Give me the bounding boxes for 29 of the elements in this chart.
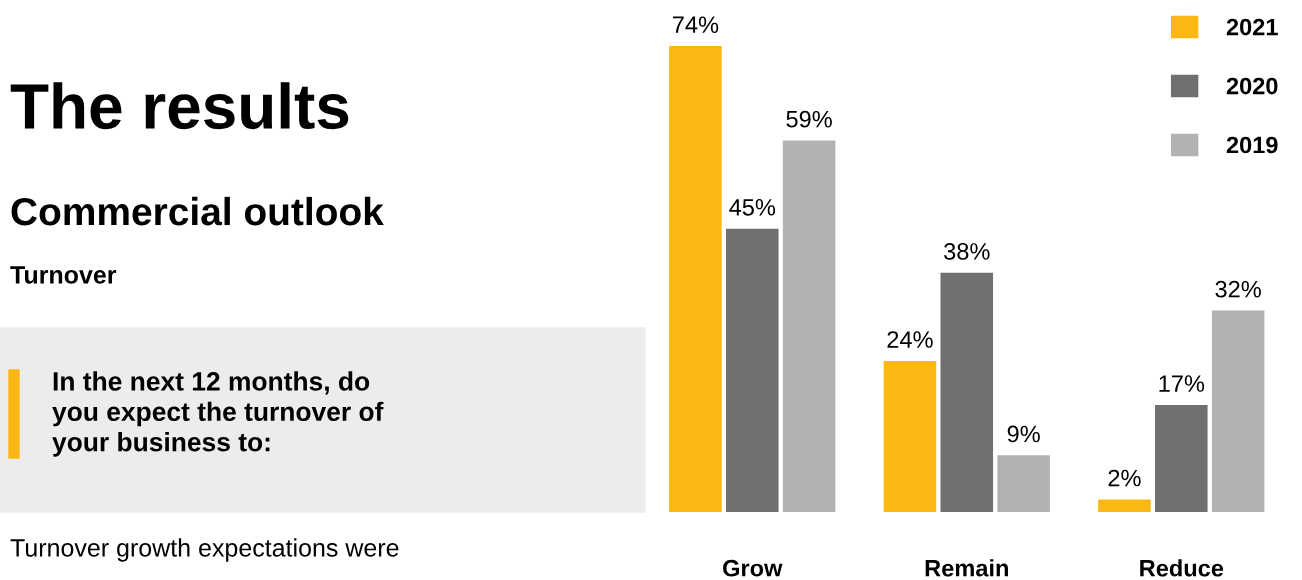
x-tick-label: Reduce (1140, 559, 1224, 577)
bar (940, 272, 994, 512)
bar (997, 455, 1050, 512)
bar (883, 360, 937, 512)
data-label: 24% (887, 331, 933, 348)
data-label: 32% (1215, 280, 1261, 298)
data-label: 17% (1159, 375, 1205, 392)
bar (782, 140, 836, 512)
x-tick-label: Grow (723, 559, 783, 577)
data-label: 2% (1108, 469, 1141, 487)
bar (1098, 499, 1151, 512)
chart-title: The results (10, 82, 349, 130)
data-label: 74% (672, 16, 719, 33)
data-label: 9% (1007, 425, 1040, 443)
legend-label: 2019 (1226, 136, 1278, 154)
bar (1155, 404, 1208, 512)
text: Commercial outlook (11, 196, 384, 226)
data-label: 45% (729, 199, 776, 216)
legend-label: 2020 (1226, 77, 1278, 95)
legend-label: 2021 (1226, 18, 1278, 36)
bar (1211, 310, 1265, 512)
bar (669, 46, 722, 512)
data-label: 38% (944, 243, 990, 260)
text: Turnover (10, 266, 117, 284)
text: In the next 12 months, do you expect the turnover of your business to: (52, 371, 384, 457)
x-tick-label: Remain (925, 559, 1008, 577)
data-label: 59% (786, 110, 832, 128)
bar (725, 228, 779, 512)
text: Turnover growth expectations were (10, 538, 399, 562)
